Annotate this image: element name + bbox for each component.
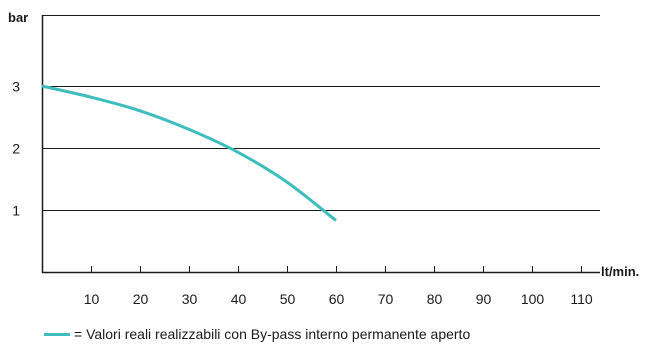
legend-label: = Valori reali realizzabili con By-pass …: [74, 326, 471, 342]
x-tick-label: 80: [427, 291, 443, 307]
x-tick-label: 10: [84, 291, 100, 307]
tick-labels: 1 2 3 10 20 30 40 50 60 70 80 90 100 110: [12, 79, 593, 308]
x-tick-label: 100: [521, 291, 545, 307]
x-tick-label: 70: [378, 291, 394, 307]
series-line-0: [41, 84, 337, 222]
y-tick-label: 3: [12, 79, 20, 95]
x-tick-label: 30: [182, 291, 198, 307]
legend-swatch: [44, 332, 70, 336]
y-axis-title: bar: [8, 10, 28, 25]
axes: bar lt/min.: [8, 10, 639, 279]
series: [41, 84, 337, 222]
x-tick-label: 90: [476, 291, 492, 307]
legend: = Valori reali realizzabili con By-pass …: [44, 326, 470, 342]
x-axis-title: lt/min.: [601, 264, 639, 279]
x-tick-label: 110: [570, 291, 593, 307]
x-tick-label: 40: [231, 291, 247, 307]
x-tick-label: 20: [133, 291, 149, 307]
y-tick-label: 1: [12, 203, 20, 219]
y-tick-label: 2: [12, 141, 20, 157]
x-tick-label: 60: [329, 291, 345, 307]
x-tick-label: 50: [280, 291, 296, 307]
gridlines: [42, 15, 600, 211]
